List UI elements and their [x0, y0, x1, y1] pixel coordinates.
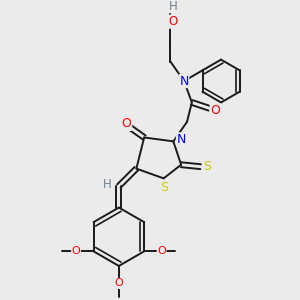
Text: H: H — [103, 178, 112, 191]
Text: H: H — [169, 0, 178, 13]
Text: O: O — [72, 246, 80, 256]
Text: O: O — [122, 117, 132, 130]
Text: O: O — [169, 15, 178, 28]
Text: N: N — [179, 74, 189, 88]
Text: S: S — [160, 181, 169, 194]
Text: N: N — [176, 133, 186, 146]
Text: O: O — [210, 104, 220, 117]
Text: O: O — [157, 246, 166, 256]
Text: S: S — [203, 160, 211, 173]
Text: O: O — [115, 278, 123, 289]
